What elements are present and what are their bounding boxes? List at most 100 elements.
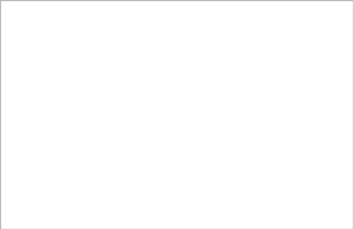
- Text: ▼: ▼: [14, 139, 18, 144]
- Text: COMPUTED: COMPUTED: [237, 185, 286, 194]
- Text: 367: 367: [271, 161, 287, 171]
- Text: SYS: SYS: [216, 137, 231, 147]
- Text: ▼: ▼: [4, 68, 8, 73]
- Text: SYS: SYS: [216, 150, 233, 158]
- Bar: [0, 124, 341, 136]
- Bar: [60, 216, 100, 228]
- Bar: [21, 139, 28, 145]
- Text: REFERENCE: REFERENCE: [237, 90, 282, 98]
- Text: SYS: SYS: [216, 197, 233, 207]
- Text: SYS: SYS: [216, 221, 231, 229]
- Bar: [342, 51, 352, 71]
- Text: COMPUTED: COMPUTED: [237, 150, 286, 158]
- Text: Options: Options: [191, 42, 218, 48]
- Bar: [341, 38, 353, 50]
- Text: ▲: ▲: [345, 41, 349, 46]
- Text: Box: Box: [271, 150, 287, 158]
- Text: width: width: [30, 221, 52, 229]
- Text: -: -: [271, 114, 274, 123]
- Bar: [21, 126, 28, 134]
- Text: blurred: blurred: [20, 65, 48, 74]
- Text: PRO: PRO: [216, 54, 232, 63]
- Text: ▶: ▶: [345, 220, 349, 224]
- Bar: [0, 52, 341, 64]
- Text: REFERENCE: REFERENCE: [237, 125, 282, 134]
- Text: REFERENCE: REFERENCE: [237, 77, 282, 87]
- Text: id: id: [33, 161, 41, 171]
- Text: -: -: [271, 77, 274, 87]
- Text: ▼: ▼: [345, 207, 349, 212]
- Text: -: -: [271, 221, 274, 229]
- Text: SYS: SYS: [216, 185, 233, 194]
- Bar: [0, 148, 341, 160]
- Text: Piping (with fittings): Piping (with fittings): [20, 54, 98, 63]
- Text: COMPUTED: COMPUTED: [237, 174, 286, 183]
- Text: length: length: [30, 101, 55, 111]
- Text: blurred: blurred: [216, 65, 244, 74]
- Text: assembly_label: assembly_label: [33, 185, 98, 195]
- Text: ◀: ◀: [4, 220, 8, 224]
- Bar: [0, 160, 341, 172]
- Text: ▪: ▪: [343, 6, 348, 12]
- Text: REFERENCE: REFERENCE: [237, 101, 282, 111]
- Text: SYS: SYS: [216, 174, 233, 183]
- Text: -: -: [271, 125, 274, 134]
- Text: Impact: Impact: [6, 4, 42, 14]
- Text: REFERENCE: REFERENCE: [237, 114, 282, 123]
- Text: Mar: Mar: [322, 42, 335, 48]
- Bar: [21, 114, 28, 122]
- Text: Owner: Owner: [216, 42, 239, 48]
- Bar: [0, 172, 341, 184]
- Bar: [0, 184, 341, 196]
- Bar: [0, 215, 353, 229]
- Text: ▶: ▶: [4, 55, 8, 60]
- Text: rep_type: rep_type: [33, 174, 71, 183]
- Bar: [0, 208, 341, 220]
- Bar: [0, 220, 341, 229]
- Text: 376: 376: [271, 197, 287, 207]
- Text: Computed: Computed: [271, 42, 307, 48]
- Bar: [0, 38, 341, 52]
- Bar: [21, 223, 28, 229]
- Bar: [341, 215, 353, 229]
- Bar: [21, 79, 28, 85]
- Text: Switch: Switch: [237, 42, 260, 48]
- Text: SYS: SYS: [216, 210, 233, 218]
- Text: height: height: [30, 90, 55, 98]
- Bar: [0, 18, 353, 38]
- Bar: [137, 21, 216, 35]
- Bar: [0, 76, 341, 88]
- Text: 1: 1: [271, 185, 276, 194]
- Text: assembly_id: assembly_id: [33, 197, 85, 207]
- Text: REFERENCE: REFERENCE: [237, 221, 282, 229]
- Bar: [0, 215, 12, 229]
- Text: COMPUTED: COMPUTED: [237, 161, 286, 171]
- Bar: [0, 100, 341, 112]
- Text: mass: mass: [30, 114, 50, 123]
- Text: SYS: SYS: [216, 114, 231, 123]
- Text: diameter: diameter: [30, 77, 65, 87]
- Text: -: -: [271, 101, 274, 111]
- Text: Transfert Direction: Transfert Direction: [141, 24, 212, 33]
- Bar: [341, 203, 353, 215]
- Bar: [0, 0, 353, 18]
- Text: SYS: SYS: [216, 77, 231, 87]
- Bar: [0, 112, 341, 124]
- Text: source: source: [33, 210, 62, 218]
- Bar: [0, 88, 341, 100]
- Text: -: -: [271, 90, 274, 98]
- Text: step geometry: step geometry: [30, 137, 86, 147]
- Bar: [0, 136, 341, 148]
- Text: Advanced_Brep_Shape_Representation: Advanced_Brep_Shape_Representation: [271, 173, 353, 183]
- Bar: [0, 64, 341, 76]
- Bar: [21, 90, 28, 98]
- Text: SYS: SYS: [216, 161, 233, 171]
- Text: SYS: SYS: [216, 125, 231, 134]
- Text: mass margin: mass margin: [30, 125, 80, 134]
- Bar: [11, 66, 18, 74]
- Bar: [21, 103, 28, 109]
- Bar: [341, 38, 353, 215]
- Text: SYS: SYS: [216, 101, 231, 111]
- Text: Name: Name: [8, 42, 29, 48]
- Bar: [11, 55, 18, 62]
